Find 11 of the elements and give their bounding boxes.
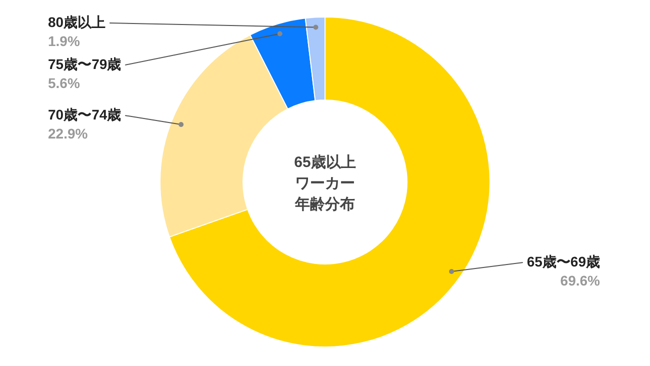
text: ワーカー: [295, 175, 355, 192]
text: 65歳以上: [294, 154, 356, 171]
text: 年齢分布: [294, 196, 355, 213]
slice-label: 65歳〜69歳: [526, 254, 600, 270]
data-label: 5.6%: [48, 75, 80, 91]
data-label: 1.9%: [48, 33, 80, 49]
data-label: 22.9%: [48, 125, 88, 142]
slice-label: 80歳以上: [48, 14, 106, 30]
data-label: 69.6%: [560, 272, 601, 289]
slice-label: 70歳〜74歳: [48, 106, 122, 122]
slice-label: 75歳〜79歳: [48, 56, 122, 72]
